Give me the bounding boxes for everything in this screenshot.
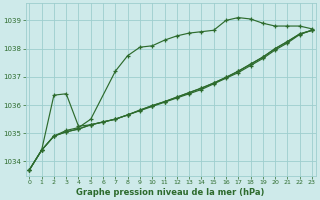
X-axis label: Graphe pression niveau de la mer (hPa): Graphe pression niveau de la mer (hPa)	[76, 188, 265, 197]
